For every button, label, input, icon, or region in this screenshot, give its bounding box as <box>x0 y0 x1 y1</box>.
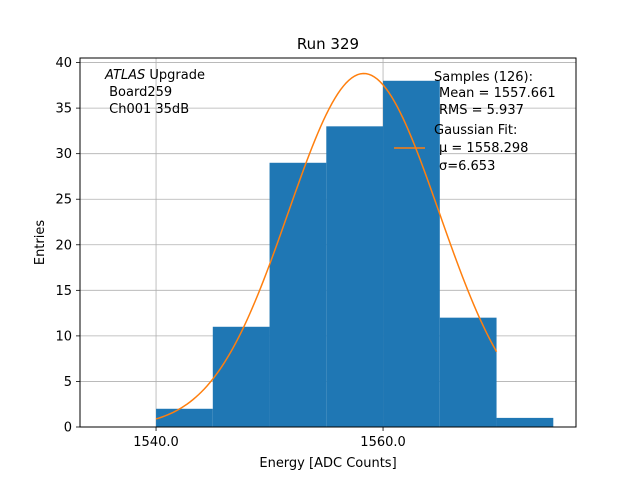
y-tick-label-3: 15 <box>55 284 72 299</box>
y-tick-label-6: 30 <box>55 147 72 162</box>
y-axis-label: Entries <box>33 220 48 266</box>
histogram-bar-2 <box>269 162 327 427</box>
y-tick-label-1: 5 <box>64 375 72 390</box>
y-tick-label-7: 35 <box>55 102 72 117</box>
y-tick-label-2: 10 <box>55 329 72 344</box>
gaussian-fit <box>155 72 498 420</box>
histogram-bar-1 <box>212 326 270 427</box>
chart-title: Run 329 <box>297 35 359 53</box>
y-tick-label-5: 25 <box>55 193 72 208</box>
legend-fit-title: Gaussian Fit: <box>434 123 517 138</box>
histogram-bar-5 <box>439 317 497 427</box>
histogram-bar-6 <box>496 417 554 427</box>
annotation-line-2: Board259 <box>105 85 172 100</box>
histogram-bar-4 <box>383 80 440 428</box>
axis-ticks: 1540.0 1560.0 0 5 10 15 20 25 30 35 40 <box>55 56 405 450</box>
y-tick-label-4: 20 <box>55 238 72 253</box>
annotation-line-3: Ch001 35dB <box>105 102 189 117</box>
histogram-bar-0 <box>156 408 213 427</box>
legend-samples-rms: RMS = 5.937 <box>439 103 524 118</box>
annotation-atlas: ATLAS <box>104 68 145 83</box>
x-tick-label-1: 1560.0 <box>360 435 406 450</box>
gaussian-fit-curve <box>155 72 498 420</box>
axes-frame <box>79 57 577 428</box>
legend-fit-sigma: σ=6.653 <box>439 159 495 174</box>
annotation-upgrade: Upgrade <box>145 68 205 83</box>
x-tick-label-0: 1540.0 <box>133 435 179 450</box>
legend-fit-mu: μ = 1558.298 <box>439 141 528 156</box>
legend-samples-title: Samples (126): <box>434 70 533 85</box>
y-tick-label-8: 40 <box>55 56 72 71</box>
legend: Samples (126): Mean = 1557.661 RMS = 5.9… <box>394 70 556 174</box>
histogram-bar-3 <box>326 126 384 427</box>
x-axis-label: Energy [ADC Counts] <box>259 456 396 471</box>
annotation-line-1: ATLAS Upgrade <box>104 68 205 83</box>
legend-samples-mean: Mean = 1557.661 <box>439 86 556 101</box>
y-tick-label-0: 0 <box>64 421 72 436</box>
atlas-annotation: ATLAS Upgrade Board259 Ch001 35dB <box>104 68 205 117</box>
